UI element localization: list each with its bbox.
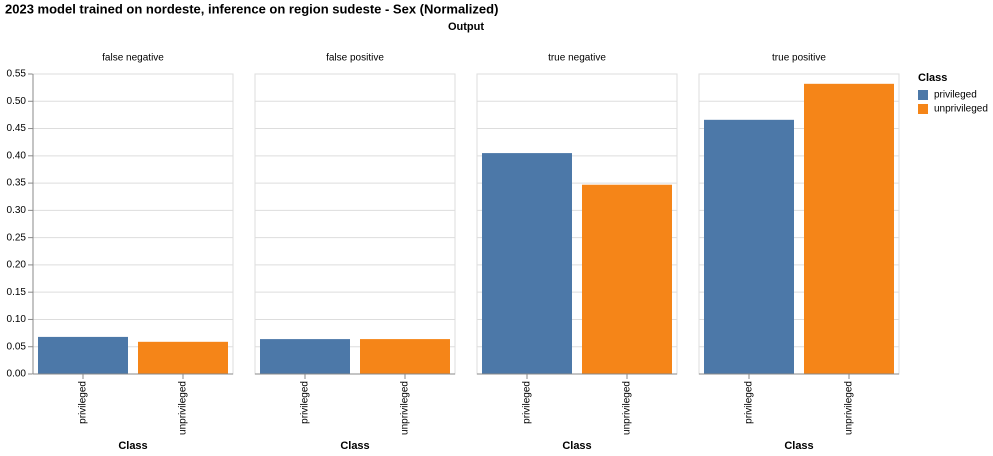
y-tick-label: 0.45 (7, 123, 27, 134)
bar (582, 184, 672, 374)
y-tick-label: 0.50 (7, 96, 27, 107)
legend-label: unprivileged (934, 104, 988, 115)
panel-frame (254, 73, 456, 375)
legend-swatch (918, 104, 928, 114)
panel-frame (32, 73, 234, 375)
bar (360, 339, 450, 374)
x-axis-title: Class (340, 440, 369, 452)
x-tick-label: privileged (78, 381, 89, 424)
y-tick-label: 0.20 (7, 260, 27, 271)
x-tick-label: privileged (744, 381, 755, 424)
x-tick-label: unprivileged (178, 381, 189, 435)
y-tick-label: 0.00 (7, 369, 27, 380)
x-tick-label: unprivileged (844, 381, 855, 435)
facet-title: true negative (548, 53, 606, 64)
bar (804, 83, 894, 375)
y-tick-label: 0.30 (7, 205, 27, 216)
facet-title: true positive (772, 53, 826, 64)
y-tick-label: 0.25 (7, 232, 27, 243)
x-tick-label: privileged (522, 381, 533, 424)
bar (138, 341, 228, 374)
legend-label: privileged (934, 90, 977, 101)
bar (38, 336, 128, 374)
y-tick-label: 0.40 (7, 150, 27, 161)
y-tick-label: 0.35 (7, 178, 27, 189)
y-tick-label: 0.05 (7, 341, 27, 352)
facet-title: false positive (326, 53, 384, 64)
y-tick-label: 0.55 (7, 69, 27, 80)
x-tick-label: unprivileged (622, 381, 633, 435)
bar (260, 339, 350, 374)
x-tick-label: privileged (300, 381, 311, 424)
legend-swatch (918, 90, 928, 100)
bar (704, 119, 794, 375)
bar (482, 153, 572, 374)
facet-title: false negative (102, 53, 164, 64)
x-tick-label: unprivileged (400, 381, 411, 435)
x-axis-title: Class (784, 440, 813, 452)
facet-header: Output (448, 21, 484, 33)
x-axis-title: Class (118, 440, 147, 452)
y-tick-label: 0.15 (7, 287, 27, 298)
chart-title: 2023 model trained on nordeste, inferenc… (5, 1, 498, 16)
y-tick-label: 0.10 (7, 314, 27, 325)
x-axis-title: Class (562, 440, 591, 452)
legend-title: Class (918, 72, 947, 84)
